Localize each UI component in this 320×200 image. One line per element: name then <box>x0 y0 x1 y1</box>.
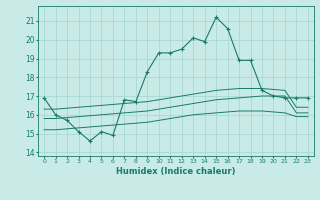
X-axis label: Humidex (Indice chaleur): Humidex (Indice chaleur) <box>116 167 236 176</box>
